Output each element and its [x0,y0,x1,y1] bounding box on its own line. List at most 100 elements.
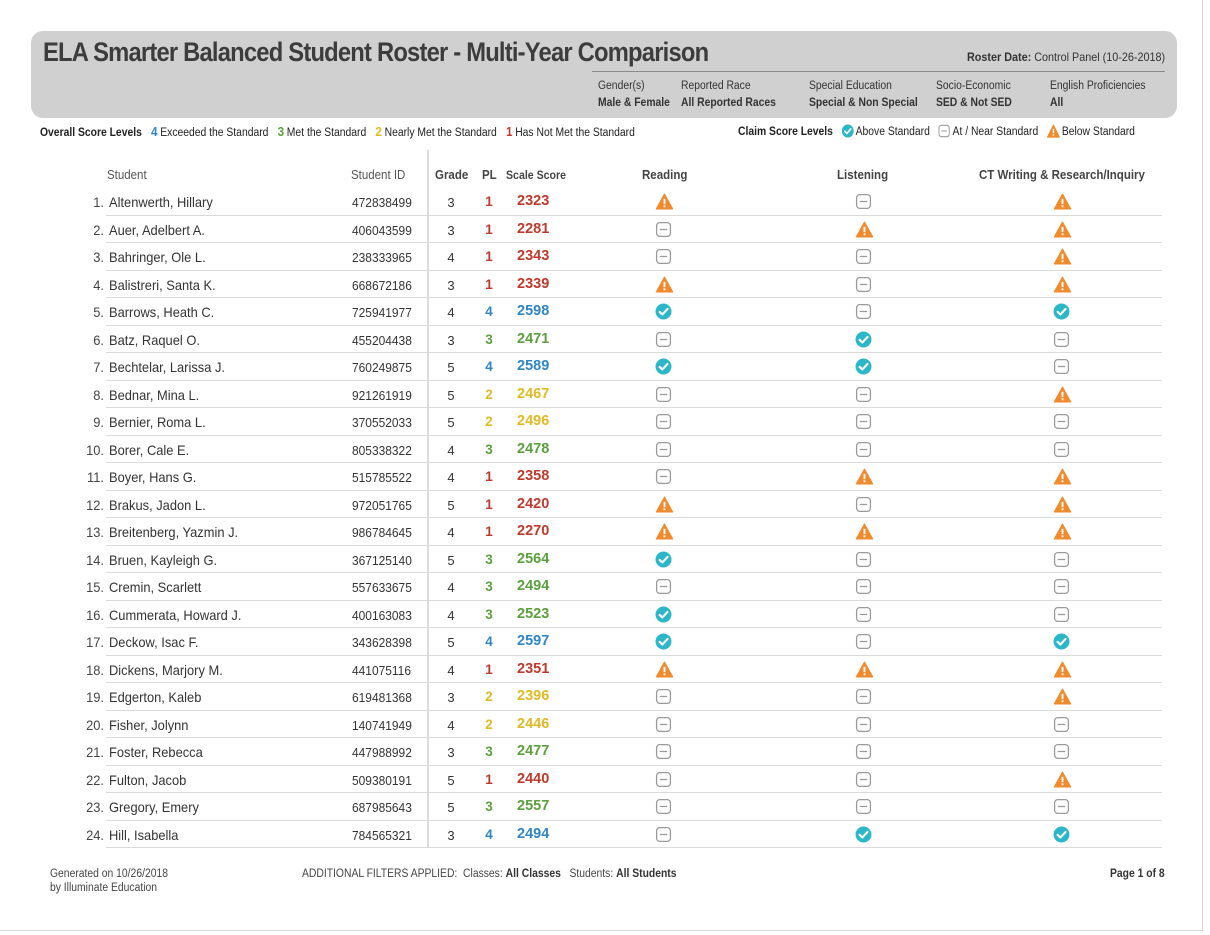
ct-writing-minus-square-icon [1053,606,1070,623]
scale-score: 2494 [517,578,550,594]
roster-date-value: Control Panel (10-26-2018) [1034,50,1165,64]
reading-minus-square-icon [655,826,672,843]
listening-minus-square-icon [855,441,872,458]
row-divider [106,517,1162,518]
performance-level: 3 [485,606,493,622]
filter-divider [592,71,1165,72]
row-divider [106,379,1162,381]
row-divider [106,462,1162,463]
row-number: 6. [93,331,104,348]
row-divider [106,242,1162,243]
level-3-text: Met the Standard [286,127,367,139]
scale-score: 2343 [517,248,550,264]
student-name: Bechtelar, Larissa J. [109,359,225,375]
row-number: 22. [86,771,104,788]
student-name: Brakus, Jadon L. [109,496,206,513]
grade: 3 [447,827,455,843]
table-row: 5. Barrows, Heath C. 725941977 4 4 2598 [0,298,1210,326]
scale-score: 2494 [517,825,550,842]
student-name: Barrows, Heath C. [109,304,215,320]
scale-score: 2478 [517,440,550,457]
student-name: Deckow, Isac F. [109,634,199,650]
ct-writing-warning-triangle-icon [1053,276,1072,293]
listening-minus-square-icon [855,413,872,430]
reading-check-circle-icon [655,551,672,568]
row-divider [106,627,1162,628]
listening-minus-square-icon [855,716,872,733]
row-divider [106,489,1162,491]
student-id: 367125140 [352,552,412,568]
reading-check-circle-icon [655,633,672,650]
col-ct-writing: CT Writing & Research/Inquiry [979,168,1145,182]
row-number: 19. [86,689,104,705]
reading-check-circle-icon [655,303,672,320]
row-divider [106,654,1162,656]
student-name: Gregory, Emery [109,799,199,815]
reading-warning-triangle-icon [655,661,674,678]
ct-writing-warning-triangle-icon [1053,496,1072,513]
student-name: Foster, Rebecca [109,744,203,760]
row-divider [106,709,1162,711]
table-row: 20. Fisher, Jolynn 140741949 4 2 2446 [0,711,1210,738]
table-row: 8. Bednar, Mina L. 921261919 5 2 2467 [0,381,1210,408]
table-row: 1. Altenwerth, Hillary 472838499 3 1 2323 [0,188,1210,216]
student-id: 619481368 [352,690,412,705]
student-name: Bednar, Mina L. [109,386,200,403]
ct-writing-minus-square-icon [1053,441,1070,458]
table-header: Student Student ID Grade PL Scale Score … [0,168,1210,188]
additional-filters: ADDITIONAL FILTERS APPLIED: Classes: All… [302,867,676,881]
student-name: Borer, Cale E. [109,441,190,458]
listening-minus-square-icon [855,798,872,815]
row-divider [106,572,1162,573]
filter-gender: Gender(s) Male & Female [598,78,670,112]
listening-minus-square-icon [855,276,872,293]
student-name: Cremin, Scarlett [109,579,202,595]
row-number: 15. [86,579,104,595]
reading-minus-square-icon [655,771,672,788]
grade: 3 [447,277,455,293]
scale-score: 2281 [517,220,550,237]
ct-writing-minus-square-icon [1053,551,1070,568]
ct-writing-minus-square-icon [1053,798,1070,815]
claim-score-legend: Claim Score Levels Above Standard At / N… [738,124,1135,141]
student-id: 472838499 [352,195,412,210]
report-header: ELA Smarter Balanced Student Roster - Mu… [31,31,1177,118]
table-row: 7. Bechtelar, Larissa J. 760249875 5 4 2589 [0,353,1210,381]
ct-writing-warning-triangle-icon [1053,771,1072,788]
row-number: 23. [86,799,104,815]
students-label: Students: [569,868,614,880]
ct-writing-warning-triangle-icon [1053,661,1072,678]
student-name: Hill, Isabella [109,826,179,843]
student-id: 805338322 [352,442,412,458]
row-number: 12. [86,496,104,513]
page-title: ELA Smarter Balanced Student Roster - Mu… [43,37,709,67]
table-row: 22. Fulton, Jacob 509380191 5 1 2440 [0,766,1210,793]
student-id: 784565321 [352,827,412,843]
student-name: Cummerata, Howard J. [109,606,242,623]
filter-value: Male & Female [598,97,670,109]
scale-score: 2351 [517,660,550,677]
table-row: 17. Deckow, Isac F. 343628398 5 4 2597 [0,628,1210,656]
student-id: 668672186 [352,277,412,293]
grade: 3 [447,195,455,210]
scale-score: 2323 [517,193,550,209]
row-divider [106,737,1162,738]
grade: 5 [447,552,455,568]
table-row: 11. Boyer, Hans G. 515785522 4 1 2358 [0,463,1210,491]
grade: 4 [447,717,455,733]
scale-score: 2467 [517,385,550,402]
col-student: Student [107,168,147,182]
level-3-number: 3 [277,124,285,139]
performance-level: 3 [485,579,493,594]
minus-square-icon [938,124,951,141]
listening-minus-square-icon [855,578,872,595]
student-name: Bruen, Kayleigh G. [109,551,218,568]
table-row: 10. Borer, Cale E. 805338322 4 3 2478 [0,436,1210,463]
scale-score: 2523 [517,605,550,622]
reading-minus-square-icon [655,386,672,403]
ct-writing-minus-square-icon [1053,358,1070,375]
student-id: 343628398 [352,635,412,650]
row-number: 2. [93,221,104,238]
student-id: 725941977 [352,305,412,320]
performance-level: 1 [485,496,493,512]
